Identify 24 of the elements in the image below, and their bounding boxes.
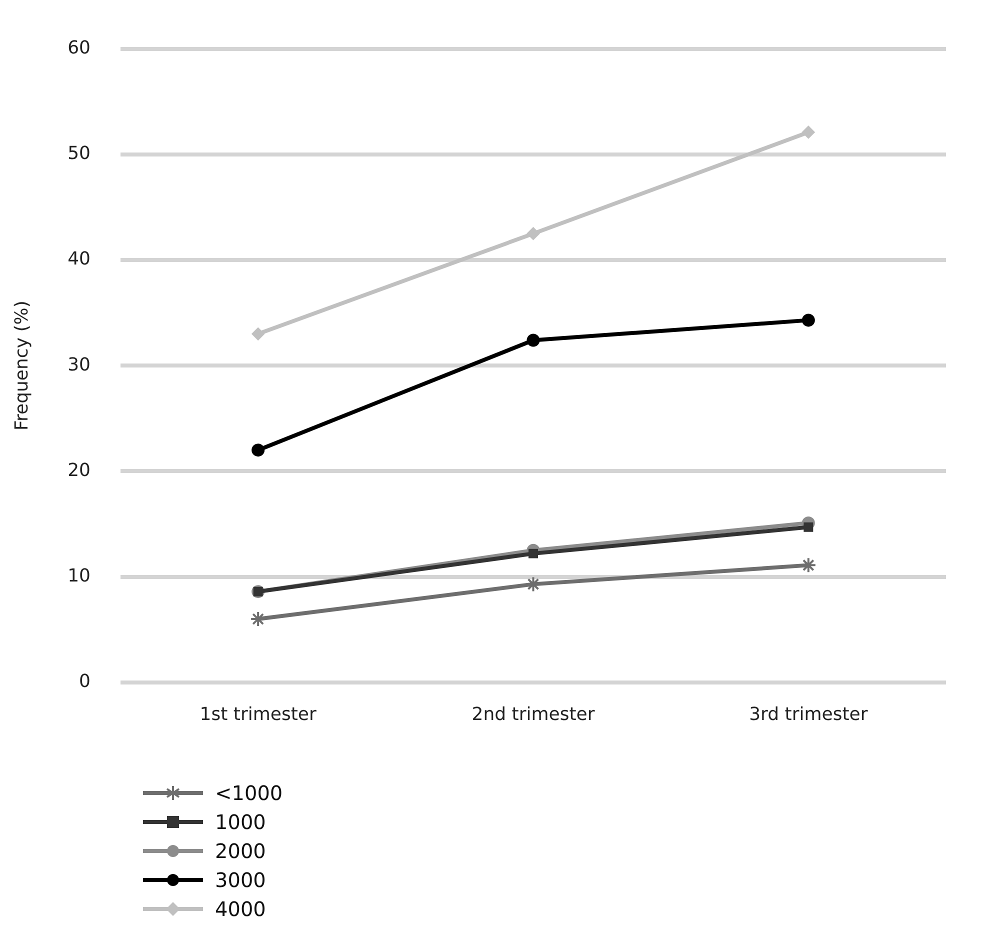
- y-tick-label: 40: [68, 248, 91, 270]
- legend-label: 4000: [215, 896, 266, 920]
- point: [802, 314, 815, 327]
- x-tick-label: 1st trimester: [200, 704, 317, 725]
- x-tick-label: 3rd trimester: [749, 704, 868, 725]
- legend-label: 1000: [215, 810, 266, 834]
- point: [528, 548, 538, 558]
- y-tick-label: 60: [68, 37, 91, 58]
- point: [252, 444, 265, 457]
- y-tick-label: 0: [79, 671, 91, 692]
- y-tick-label: 20: [68, 460, 91, 481]
- y-tick-label: 30: [68, 354, 91, 376]
- y-axis-title: Frequency (%): [11, 300, 32, 431]
- legend-label: 2000: [215, 838, 266, 862]
- point: [252, 327, 265, 340]
- legend-label: <1000: [215, 780, 283, 804]
- y-tick-label: 10: [68, 565, 91, 586]
- point: [804, 522, 814, 532]
- y-tick-label: 50: [68, 143, 91, 164]
- point: [526, 334, 540, 347]
- legend-label: 3000: [215, 868, 266, 892]
- point: [802, 126, 815, 139]
- point: [526, 227, 540, 240]
- x-tick-label: 2nd trimester: [472, 704, 596, 725]
